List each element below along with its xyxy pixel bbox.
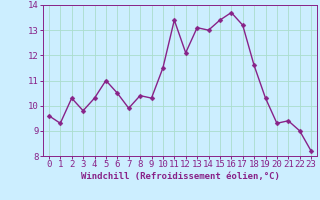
X-axis label: Windchill (Refroidissement éolien,°C): Windchill (Refroidissement éolien,°C) bbox=[81, 172, 279, 181]
